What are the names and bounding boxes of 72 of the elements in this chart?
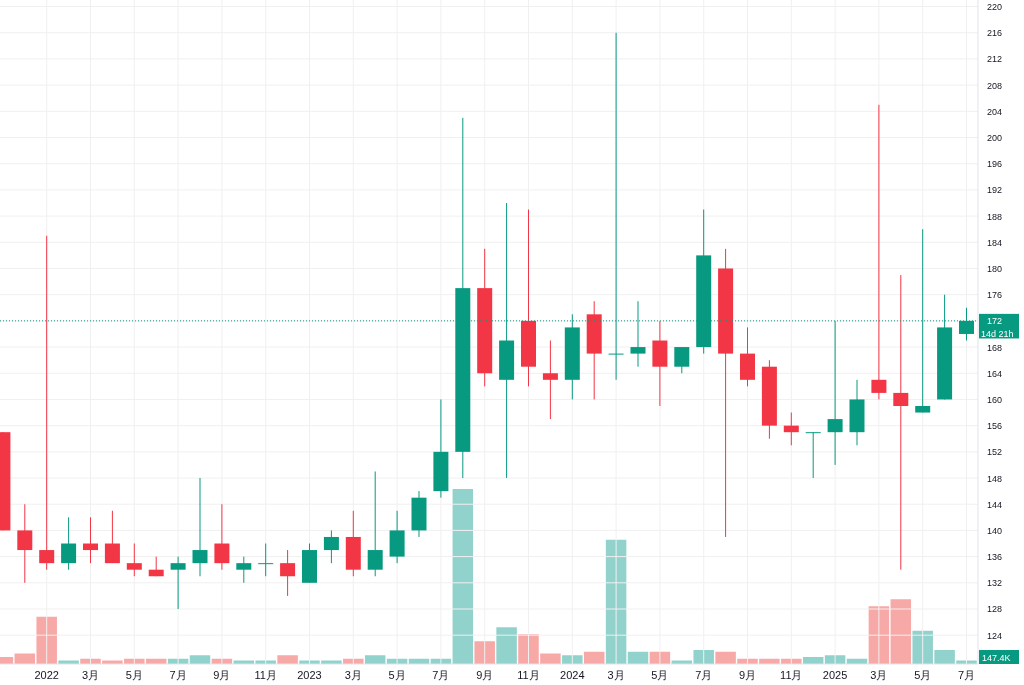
y-tick-label: 136 <box>987 552 1003 563</box>
candlestick <box>214 503 230 571</box>
x-tick-label: 5月 <box>914 669 932 681</box>
candlestick <box>783 412 799 446</box>
y-tick-label: 204 <box>987 106 1003 117</box>
bar <box>452 489 474 664</box>
y-tick-label: 140 <box>987 525 1003 536</box>
candlestick <box>280 549 296 597</box>
y-tick-label: 148 <box>987 473 1003 484</box>
candlestick <box>367 470 383 577</box>
x-tick-label: 2024 <box>560 669 585 681</box>
x-tick-label: 2022 <box>34 669 59 681</box>
x-tick-label: 7月 <box>957 669 976 681</box>
x-tick-label: 3月 <box>870 669 888 681</box>
y-tick-label: 208 <box>987 80 1003 91</box>
bar <box>474 641 495 664</box>
x-tick-label: 3月 <box>607 669 625 681</box>
y-tick-label: 188 <box>987 211 1003 222</box>
y-tick-label: 180 <box>987 263 1003 274</box>
x-tick-label: 5月 <box>388 669 406 681</box>
text: 147.4K <box>982 652 1011 663</box>
candlestick <box>236 556 252 584</box>
x-tick-label: 7月 <box>432 669 450 681</box>
y-tick-label: 200 <box>987 133 1003 144</box>
x-tick-label: 9月 <box>476 669 494 681</box>
y-tick-label: 216 <box>987 28 1003 39</box>
bar <box>277 655 298 664</box>
y-tick-label: 132 <box>987 578 1003 589</box>
y-tick-label: 156 <box>987 421 1003 432</box>
x-tick-label: 11月 <box>780 669 803 681</box>
bar <box>890 599 912 664</box>
x-tick-label: 11月 <box>254 669 277 681</box>
candlestick <box>192 477 208 577</box>
y-tick-label: 196 <box>987 159 1003 170</box>
y-tick-label: 184 <box>987 237 1003 248</box>
y-tick-label: 172 <box>987 316 1003 327</box>
y-tick-label: 124 <box>987 630 1003 641</box>
candlestick <box>893 274 909 571</box>
candlestick <box>83 516 98 564</box>
bar <box>496 627 517 664</box>
y-tick-label: 212 <box>987 54 1003 65</box>
text: 14d 21h <box>981 328 1014 339</box>
x-tick-label: 5月 <box>125 669 143 681</box>
candlestick <box>674 346 690 374</box>
candlestick <box>126 543 142 577</box>
candlestick <box>258 543 274 577</box>
y-tick-label: 152 <box>987 447 1003 458</box>
y-tick-label: 220 <box>987 2 1003 13</box>
x-tick-label: 5月 <box>651 669 669 681</box>
candlestick <box>61 516 77 571</box>
y-tick-label: 168 <box>987 342 1003 353</box>
candlestick <box>17 503 33 584</box>
y-tick-label: 160 <box>987 394 1003 405</box>
candlestick <box>323 529 339 564</box>
candlestick <box>542 340 558 420</box>
x-tick-label: 2025 <box>822 669 848 681</box>
y-tick-label: 192 <box>987 185 1003 196</box>
x-tick-label: 3月 <box>344 669 362 681</box>
x-tick-label: 3月 <box>81 669 100 681</box>
x-tick-label: 9月 <box>213 669 231 681</box>
y-tick-label: 176 <box>987 290 1003 301</box>
x-tick-label: 7月 <box>169 669 187 681</box>
candlestick <box>170 556 186 610</box>
x-tick-label: 11月 <box>517 669 540 681</box>
x-tick-label: 9月 <box>738 669 757 681</box>
candlestick <box>805 431 821 479</box>
x-tick-label: 2023 <box>297 669 322 681</box>
y-tick-label: 128 <box>987 604 1003 615</box>
y-tick-label: 164 <box>987 368 1003 379</box>
y-tick-label: 144 <box>987 499 1003 510</box>
x-tick-label: 7月 <box>695 669 713 681</box>
candlestick <box>104 510 120 564</box>
